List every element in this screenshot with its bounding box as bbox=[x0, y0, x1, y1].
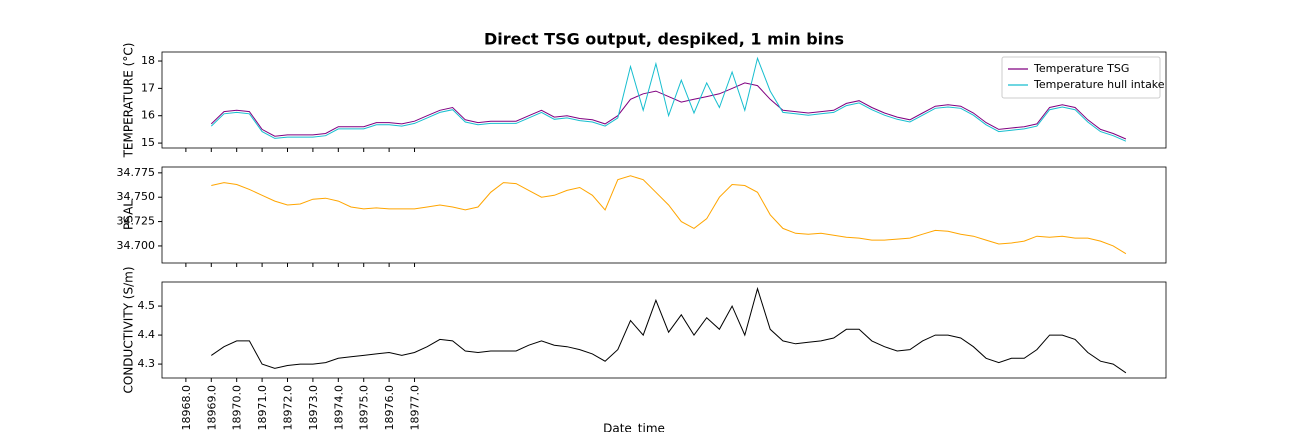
axes-frame bbox=[161, 281, 1167, 379]
y-tick-label: 4.5 bbox=[138, 299, 156, 312]
x-tick-label: 18971.0 bbox=[256, 385, 269, 431]
chart-title: Direct TSG output, despiked, 1 min bins bbox=[484, 30, 844, 49]
y-tick-label: 34.750 bbox=[117, 190, 156, 203]
data-line bbox=[210, 56, 1127, 142]
x-tick-label: 18974.0 bbox=[332, 385, 345, 431]
y-axis-label: PSAL bbox=[122, 200, 136, 230]
legend-label: Temperature TSG bbox=[1033, 62, 1129, 75]
x-tick-label: 18976.0 bbox=[383, 385, 396, 431]
x-tick-label: 18973.0 bbox=[307, 385, 320, 431]
y-axis-label: TEMPERATURE (°C) bbox=[122, 43, 136, 159]
y-tick-label: 4.3 bbox=[138, 357, 156, 370]
axes-frame bbox=[161, 166, 1167, 264]
axes-frame bbox=[161, 51, 1167, 149]
data-line bbox=[211, 175, 1127, 255]
x-axis-label: Date_time bbox=[603, 422, 665, 432]
x-tick-label: 18977.0 bbox=[409, 385, 422, 431]
x-tick-label: 18975.0 bbox=[358, 385, 371, 431]
y-tick-label: 15 bbox=[141, 136, 155, 149]
y-axis-label: CONDUCTIVITY (S/m) bbox=[122, 266, 136, 393]
y-tick-label: 34.775 bbox=[117, 166, 156, 179]
y-tick-label: 17 bbox=[141, 81, 155, 94]
x-tick-label: 18968.0 bbox=[180, 385, 193, 431]
y-tick-label: 34.700 bbox=[117, 239, 156, 252]
y-tick-label: 18 bbox=[141, 54, 155, 67]
y-tick-label: 16 bbox=[141, 109, 155, 122]
x-tick-label: 18972.0 bbox=[282, 385, 295, 431]
x-tick-label: 18970.0 bbox=[231, 385, 244, 431]
y-tick-label: 34.725 bbox=[117, 215, 156, 228]
y-tick-label: 4.4 bbox=[138, 328, 156, 341]
legend-box bbox=[1001, 56, 1161, 99]
data-line bbox=[211, 286, 1127, 374]
data-line bbox=[210, 82, 1127, 140]
x-tick-label: 18969.0 bbox=[205, 385, 218, 431]
legend-label: Temperature hull intake bbox=[1033, 78, 1165, 91]
